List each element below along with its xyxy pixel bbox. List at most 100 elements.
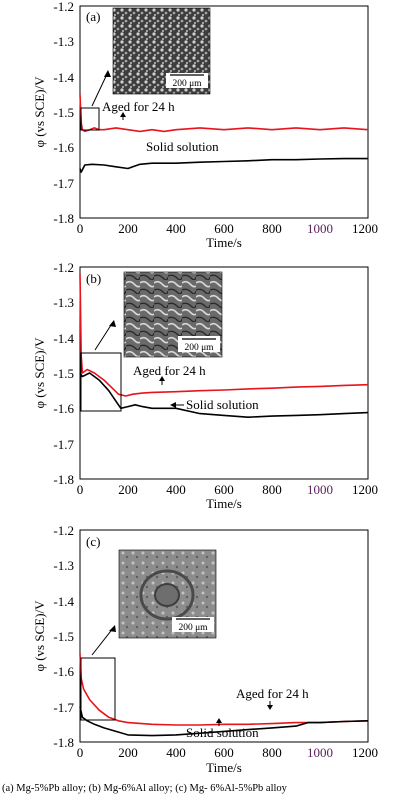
x-tick-a-0: 0 xyxy=(77,221,84,236)
arrowhead-solid-b xyxy=(170,402,176,408)
zoom-arrow-c xyxy=(91,626,115,656)
zoom-arrow-b xyxy=(94,321,114,351)
series-line-c-solid xyxy=(79,706,369,737)
panel-label-b: (b) xyxy=(86,271,101,286)
x-tick-b-3: 600 xyxy=(214,482,234,497)
series-group-b xyxy=(79,274,369,419)
arrowhead-aged-b xyxy=(159,376,165,381)
y-tick-b-1: -1.3 xyxy=(53,295,74,310)
zoom-arrow-a xyxy=(91,71,109,107)
x-tick-b-0: 0 xyxy=(77,482,84,497)
scale-label-c: 200 μm xyxy=(178,623,208,633)
x-tick-labels-b: 0 200 400 600 800 1000 1200 xyxy=(77,482,378,497)
x-tick-b-1: 200 xyxy=(118,482,138,497)
y-tick-b-3: -1.5 xyxy=(53,366,74,381)
arrowhead-aged-a xyxy=(120,112,126,117)
y-tick-c-2: -1.4 xyxy=(53,594,74,609)
label-solid-b: Solid solution xyxy=(186,397,259,412)
x-tick-c-5: 1000 xyxy=(307,745,333,760)
scale-label-a: 200 μm xyxy=(172,79,202,89)
y-tick-a-0: -1.2 xyxy=(53,0,74,14)
x-tick-a-6: 1200 xyxy=(352,221,378,236)
y-tick-a-6: -1.8 xyxy=(53,211,74,226)
series-line-c-aged xyxy=(79,653,369,726)
x-tick-a-5: 1000 xyxy=(307,221,333,236)
y-tick-a-4: -1.6 xyxy=(53,140,74,155)
zoom-box-b xyxy=(80,352,122,412)
y-tick-c-5: -1.7 xyxy=(53,700,74,715)
x-tick-b-5: 1000 xyxy=(307,482,333,497)
y-tick-c-6: -1.8 xyxy=(53,735,74,750)
arrowhead-solid-c xyxy=(216,718,222,723)
figure-caption: (a) Mg-5%Pb alloy; (b) Mg-6%Al alloy; (c… xyxy=(2,783,288,794)
series-line-a-solid xyxy=(79,157,368,173)
y-tick-c-3: -1.5 xyxy=(53,629,74,644)
zoom-arrowhead-b xyxy=(109,320,116,327)
sem-inset-b: 200 μm xyxy=(123,271,223,358)
y-axis-title-c: φ (vs SCE)/V xyxy=(32,600,47,672)
x-tick-a-1: 200 xyxy=(118,221,138,236)
zoom-box-c xyxy=(80,657,116,721)
series-line-b-solid xyxy=(79,372,369,419)
series-line-b-aged xyxy=(79,274,369,397)
label-aged-b: Aged for 24 h xyxy=(133,363,206,378)
label-solid-a: Solid solution xyxy=(146,139,219,154)
sem-inset-c: 200 μm xyxy=(118,549,217,639)
x-tick-b-6: 1200 xyxy=(352,482,378,497)
zoom-box-a xyxy=(80,107,100,131)
x-tick-b-2: 400 xyxy=(166,482,186,497)
x-tick-labels-a: 0 200 400 600 800 1000 1200 xyxy=(77,221,378,236)
label-aged-c: Aged for 24 h xyxy=(236,686,309,701)
x-tick-c-6: 1200 xyxy=(352,745,378,760)
x-tick-c-3: 600 xyxy=(214,745,234,760)
series-line-a-aged xyxy=(79,94,369,133)
y-tick-labels-a: -1.2 -1.3 -1.4 -1.5 -1.6 -1.7 -1.8 xyxy=(53,0,74,226)
y-tick-b-0: -1.2 xyxy=(53,260,74,275)
sem-inset-a: 200 μm xyxy=(112,7,211,95)
series-group-a xyxy=(79,94,369,173)
y-tick-labels-c: -1.2 -1.3 -1.4 -1.5 -1.6 -1.7 -1.8 xyxy=(53,523,74,750)
x-axis-title-c: Time/s xyxy=(206,760,242,775)
y-tick-b-5: -1.7 xyxy=(53,437,74,452)
y-tick-a-2: -1.4 xyxy=(53,70,74,85)
scale-box-b xyxy=(178,336,220,352)
panel-label-c: (c) xyxy=(86,534,100,549)
y-tick-b-4: -1.6 xyxy=(53,401,74,416)
plot-frame-c xyxy=(79,529,369,743)
x-tick-a-2: 400 xyxy=(166,221,186,236)
y-tick-c-4: -1.6 xyxy=(53,664,74,679)
series-group-c xyxy=(79,653,369,737)
x-tick-c-0: 0 xyxy=(77,745,84,760)
label-solid-c: Solid solution xyxy=(186,725,259,740)
x-tick-c-1: 200 xyxy=(118,745,138,760)
scale-box-a xyxy=(166,73,208,88)
y-tick-c-0: -1.2 xyxy=(53,523,74,538)
panel-a: (a) -1.2 -1.3 -1.4 -1.5 -1.6 -1.7 -1.8 0… xyxy=(32,0,378,250)
panel-label-a: (a) xyxy=(86,9,100,24)
sem-pit-c xyxy=(139,569,195,621)
x-tick-labels-c: 0 200 400 600 800 1000 1200 xyxy=(77,745,378,760)
panel-b: (b) -1.2 -1.3 -1.4 -1.5 -1.6 -1.7 -1.8 0… xyxy=(32,260,378,511)
x-axis-title-a: Time/s xyxy=(206,235,242,250)
x-tick-a-3: 600 xyxy=(214,221,234,236)
y-axis-title-a: φ (vs SCE)/V xyxy=(32,76,47,148)
x-axis-title-b: Time/s xyxy=(206,496,242,511)
y-tick-c-1: -1.3 xyxy=(53,558,74,573)
panel-c: (c) -1.2 -1.3 -1.4 -1.5 -1.6 -1.7 -1.8 0… xyxy=(32,523,378,775)
y-axis-title-b: φ (vs SCE)/V xyxy=(32,337,47,409)
y-tick-a-5: -1.7 xyxy=(53,176,74,191)
y-tick-labels-b: -1.2 -1.3 -1.4 -1.5 -1.6 -1.7 -1.8 xyxy=(53,260,74,487)
scale-box-c xyxy=(172,617,214,632)
y-tick-b-6: -1.8 xyxy=(53,472,74,487)
x-tick-c-4: 800 xyxy=(262,745,282,760)
scale-label-b: 200 μm xyxy=(184,343,214,353)
y-tick-a-1: -1.3 xyxy=(53,34,74,49)
sem-pit-inner-c xyxy=(154,583,180,607)
y-tick-a-3: -1.5 xyxy=(53,105,74,120)
x-tick-c-2: 400 xyxy=(166,745,186,760)
zoom-arrowhead-a xyxy=(104,70,111,77)
x-tick-b-4: 800 xyxy=(262,482,282,497)
plot-frame-b xyxy=(79,266,369,480)
zoom-arrowhead-c xyxy=(109,625,116,632)
